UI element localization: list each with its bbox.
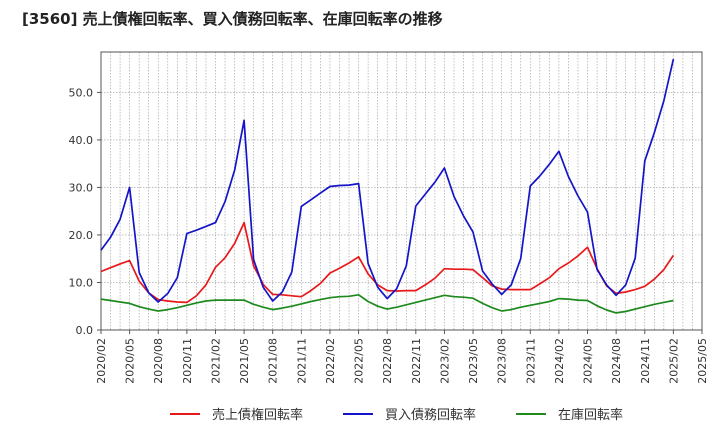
series-line-1: [100, 221, 675, 304]
x-tick-label: 2020/08: [152, 338, 165, 384]
x-tick-label: 2021/02: [209, 338, 222, 384]
x-tick-label: 2022/05: [353, 338, 366, 384]
x-tick-label: 2024/11: [639, 338, 652, 384]
x-tick-label: 2021/05: [238, 338, 251, 384]
y-tick-label: 20.0: [69, 229, 94, 242]
x-tick-label: 2025/02: [667, 338, 680, 384]
x-tick-label: 2020/02: [95, 338, 108, 384]
series-line-2: [100, 58, 675, 303]
x-tick-label: 2023/08: [496, 338, 509, 384]
x-tick-label: 2024/05: [582, 338, 595, 384]
x-tick-label: 2023/02: [438, 338, 451, 384]
x-tick-label: 2024/08: [610, 338, 623, 384]
chart-title: [3560] 売上債権回転率、買入債務回転率、在庫回転率の推移: [22, 10, 443, 28]
series-layer: [100, 58, 675, 314]
x-tick-label: 2022/11: [410, 338, 423, 384]
x-tick-label: 2025/05: [696, 338, 709, 384]
x-tick-label: 2023/11: [524, 338, 537, 384]
x-tick-label: 2020/05: [124, 338, 137, 384]
legend: 売上債権回転率 買入債務回転率 在庫回転率: [170, 407, 623, 423]
plot-frame: [100, 51, 703, 331]
y-tick-label: 50.0: [69, 86, 94, 99]
x-axis: 2020/02 2020/05 2020/08 2020/11 2021/02 2021/…: [95, 330, 709, 384]
series-line-3: [100, 293, 674, 314]
x-tick-label: 2021/08: [267, 338, 280, 384]
plot-background: [101, 52, 702, 330]
legend-label-3: 在庫回転率: [558, 407, 623, 423]
y-tick-label: 0.0: [76, 324, 94, 337]
x-tick-label: 2020/11: [181, 338, 194, 384]
x-tick-label: 2022/08: [381, 338, 394, 384]
legend-label-1: 売上債権回転率: [212, 407, 303, 423]
y-tick-label: 10.0: [69, 276, 94, 289]
y-axis: 0.0 10.0 20.0 30.0 40.0 50.0: [69, 86, 101, 337]
y-tick-label: 40.0: [69, 134, 94, 147]
legend-label-2: 買入債務回転率: [385, 407, 476, 423]
x-tick-label: 2021/11: [295, 338, 308, 384]
x-tick-label: 2024/02: [553, 338, 566, 384]
x-tick-label: 2022/02: [324, 338, 337, 384]
y-tick-label: 30.0: [69, 181, 94, 194]
x-tick-label: 2023/05: [467, 338, 480, 384]
